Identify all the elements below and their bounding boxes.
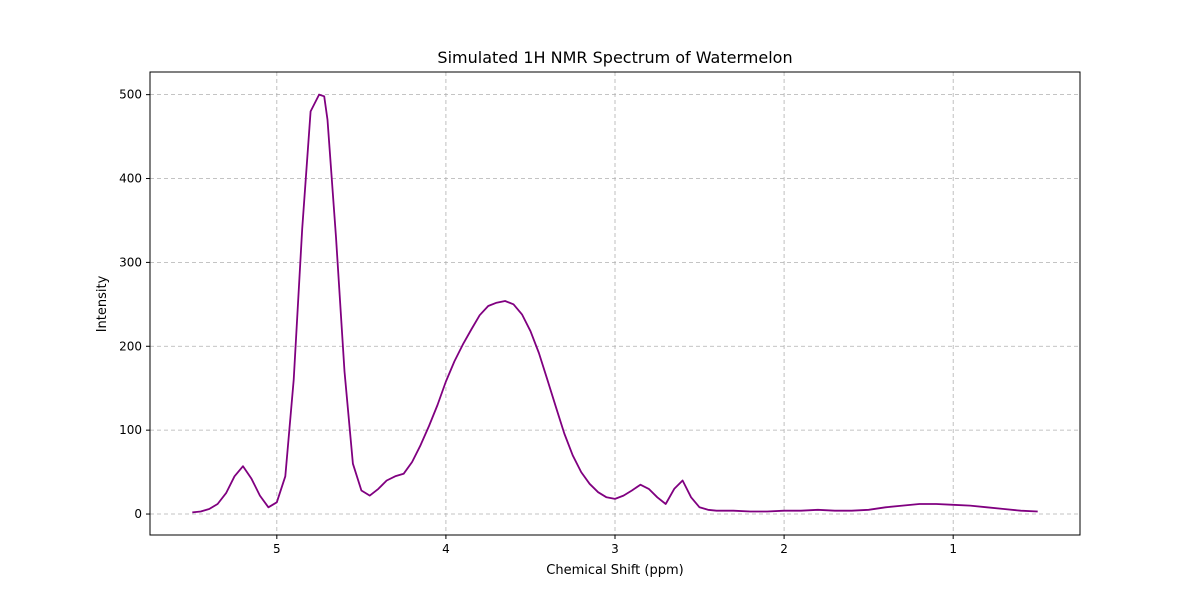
y-tick-label: 400 (119, 172, 142, 186)
y-tick-label: 0 (134, 507, 142, 521)
y-tick-label: 200 (119, 339, 142, 353)
x-tick-label: 4 (442, 542, 450, 556)
x-tick-label: 3 (611, 542, 619, 556)
series-layer (192, 93, 1038, 514)
spectrum-line (192, 93, 1038, 514)
plot-area-frame (149, 71, 1081, 536)
x-tick-label: 1 (949, 542, 957, 556)
y-tick-label: 100 (119, 423, 142, 437)
x-tick-label: 5 (273, 542, 281, 556)
y-axis-label: Intensity (95, 275, 110, 332)
x-axis-label: Chemical Shift (ppm) (546, 563, 683, 578)
y-tick-label: 500 (119, 88, 142, 102)
y-tick-label: 300 (119, 255, 142, 269)
grid (150, 72, 1080, 535)
axis-ticks: 5 4 3 2 1 0 100 200 300 400 500 (119, 88, 957, 556)
chart-title: Simulated 1H NMR Spectrum of Watermelon (437, 48, 792, 67)
x-tick-label: 2 (780, 542, 788, 556)
